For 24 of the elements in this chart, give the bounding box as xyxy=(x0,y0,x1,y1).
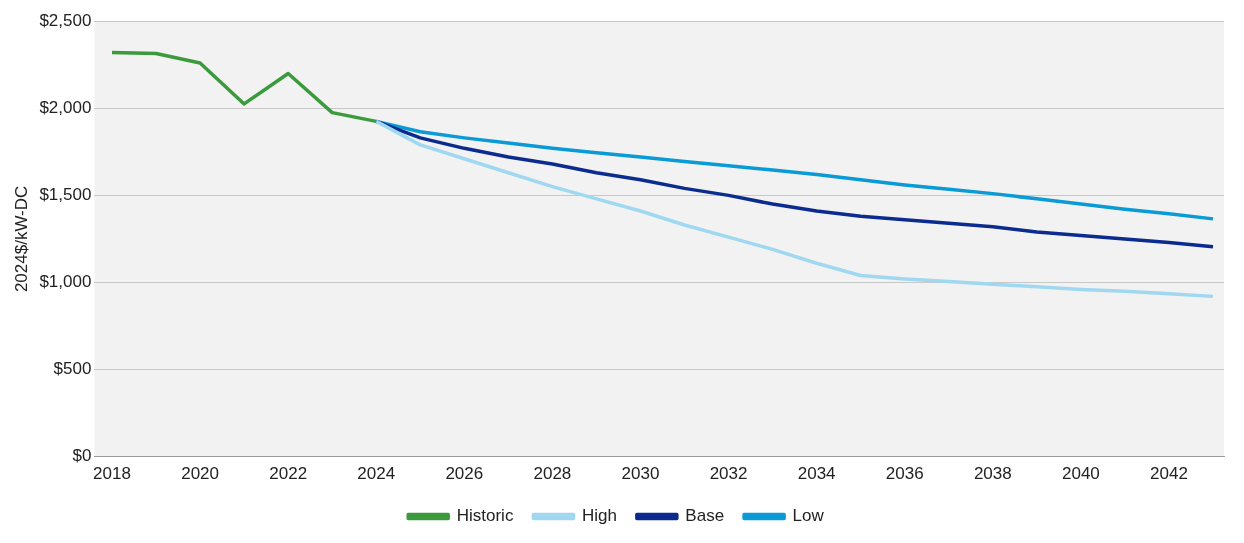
y-tick-label: $1,500 xyxy=(39,185,92,205)
x-tick-label: 2020 xyxy=(181,464,219,484)
legend-label: Base xyxy=(685,506,725,526)
x-tick-label: 2028 xyxy=(533,464,572,484)
x-tick-label: 2018 xyxy=(93,464,131,484)
y-tick-label: $2,500 xyxy=(39,10,92,30)
x-tick-label: 2040 xyxy=(1061,464,1100,484)
x-tick-label: 2034 xyxy=(797,464,836,484)
x-tick-label: 2026 xyxy=(445,464,484,484)
legend-label: Historic xyxy=(456,506,514,526)
x-tick-label: 2022 xyxy=(269,464,308,484)
y-tick-label: $1,000 xyxy=(39,272,92,292)
y-tick-label: $2,000 xyxy=(39,97,92,117)
legend-label: High xyxy=(581,506,617,526)
y-tick-label: $500 xyxy=(53,359,92,379)
x-tick-label: 2036 xyxy=(885,464,924,484)
y-axis-title: 2024$/kW-DC xyxy=(11,185,31,293)
x-tick-label: 2032 xyxy=(709,464,748,484)
y-tick-label: $0 xyxy=(72,446,92,466)
legend-label: Low xyxy=(792,506,825,526)
x-tick-label: 2030 xyxy=(621,464,660,484)
x-tick-label: 2038 xyxy=(973,464,1012,484)
x-tick-label: 2024 xyxy=(357,464,396,484)
x-tick-label: 2042 xyxy=(1150,464,1188,484)
